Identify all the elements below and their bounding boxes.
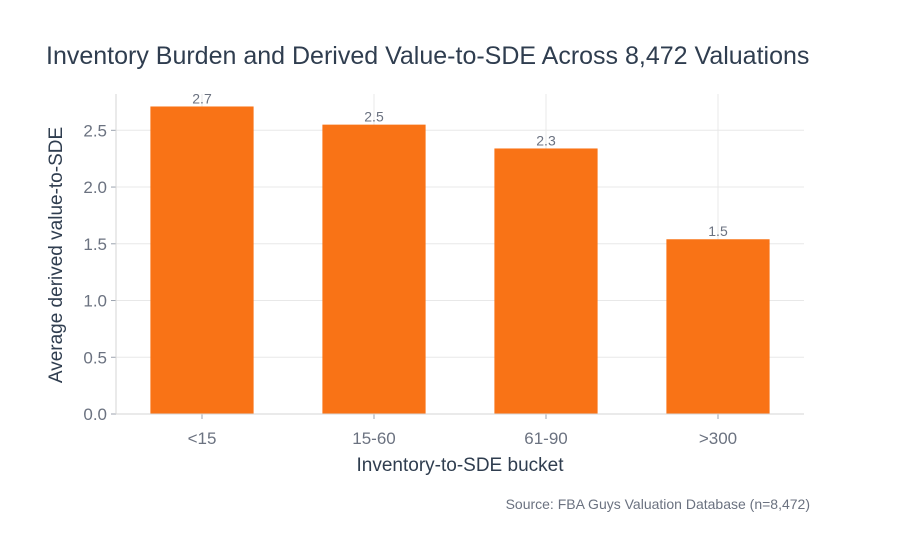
x-tick-label: 15-60 xyxy=(352,429,395,448)
source-note: Source: FBA Guys Valuation Database (n=8… xyxy=(506,496,810,512)
y-tick-label: 1.0 xyxy=(83,292,107,311)
x-tick-label: 61-90 xyxy=(524,429,567,448)
y-axis-label: Average derived value-to-SDE xyxy=(46,127,67,383)
chart-title: Inventory Burden and Derived Value-to-SD… xyxy=(46,42,809,70)
bar xyxy=(494,148,598,414)
y-tick-label: 2.0 xyxy=(83,178,107,197)
bar-data-label: 2.5 xyxy=(364,109,384,125)
bars: 2.7 2.5 2.3 1.5 xyxy=(150,90,770,414)
bar xyxy=(322,124,426,414)
y-tick-label: 2.5 xyxy=(83,121,107,140)
y-axis-ticks: 0.0 0.5 1.0 1.5 2.0 2.5 xyxy=(83,94,117,424)
x-tick-label: <15 xyxy=(188,429,217,448)
bar xyxy=(666,239,770,414)
y-tick-label: 1.5 xyxy=(83,235,107,254)
y-tick-label: 0.5 xyxy=(83,348,107,367)
bar-data-label: 1.5 xyxy=(708,223,728,239)
x-tick-label: >300 xyxy=(699,429,737,448)
bar-data-label: 2.7 xyxy=(192,90,212,106)
bar-data-label: 2.3 xyxy=(536,132,556,148)
bar xyxy=(150,106,254,414)
y-tick-label: 0.0 xyxy=(83,405,107,424)
x-axis-label: Inventory-to-SDE bucket xyxy=(357,455,565,476)
x-axis-ticks: <15 15-60 61-90 >300 xyxy=(188,414,737,448)
